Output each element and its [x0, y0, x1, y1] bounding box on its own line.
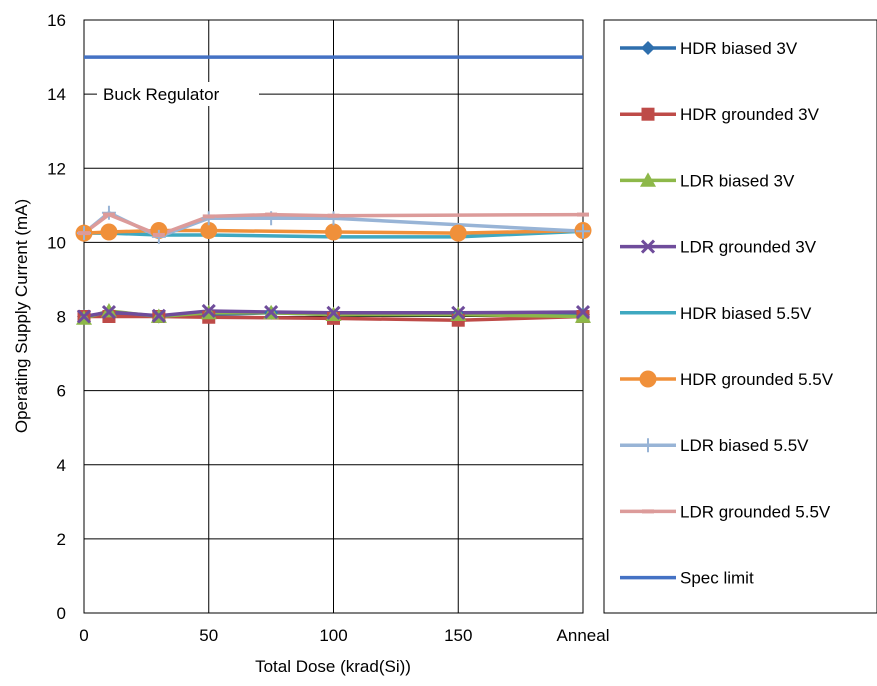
data-point-ldr-grounded-5-5v — [153, 233, 165, 237]
legend-label: Spec limit — [680, 569, 754, 588]
annotation-group: Buck Regulator — [97, 82, 259, 106]
legend-label: LDR biased 3V — [680, 171, 795, 190]
data-point-hdr-grounded-5-5v — [450, 225, 467, 242]
y-tick-label: 2 — [57, 530, 66, 549]
legend-label: LDR grounded 5.5V — [680, 502, 831, 521]
data-point-ldr-grounded-5-5v — [328, 214, 340, 218]
y-axis-label: Operating Supply Current (mA) — [12, 199, 31, 433]
legend-marker — [640, 371, 657, 388]
data-point-ldr-grounded-5-5v — [103, 213, 115, 217]
x-axis-label: Total Dose (krad(Si)) — [255, 657, 411, 676]
x-tick-labels: 0 50 100 150 Anneal — [79, 626, 609, 645]
legend: HDR biased 3V HDR grounded 3V LDR biased 3… — [604, 20, 877, 613]
legend-marker — [642, 108, 655, 121]
legend-item-hdr-grounded-5-5v: HDR grounded 5.5V — [620, 370, 834, 389]
legend-label: HDR grounded 3V — [680, 105, 820, 124]
x-tick-label: 0 — [79, 626, 88, 645]
data-point-ldr-grounded-5-5v — [78, 231, 90, 235]
data-point-ldr-grounded-5-5v — [577, 213, 589, 217]
y-tick-label: 10 — [47, 233, 66, 252]
y-tick-label: 6 — [57, 382, 66, 401]
y-tick-labels: 0 2 4 6 8 10 12 14 16 — [47, 11, 66, 623]
y-tick-label: 8 — [57, 308, 66, 327]
y-tick-label: 14 — [47, 85, 66, 104]
y-tick-label: 4 — [57, 456, 66, 475]
x-tick-label: 100 — [319, 626, 347, 645]
legend-label: LDR biased 5.5V — [680, 436, 809, 455]
buck-regulator-annotation: Buck Regulator — [103, 85, 220, 104]
data-point-ldr-grounded-5-5v — [203, 214, 215, 218]
y-tick-label: 12 — [47, 159, 66, 178]
x-tick-label: 50 — [199, 626, 218, 645]
data-point-ldr-biased-5-5v — [327, 211, 341, 225]
legend-label: HDR biased 3V — [680, 39, 798, 58]
legend-label: LDR grounded 3V — [680, 238, 817, 257]
data-point-ldr-grounded-5-5v — [265, 213, 277, 217]
legend-label: HDR biased 5.5V — [680, 304, 812, 323]
data-point-hdr-grounded-5-5v — [100, 223, 117, 240]
y-tick-label: 0 — [57, 604, 66, 623]
x-tick-label: Anneal — [557, 626, 610, 645]
legend-marker — [642, 509, 654, 513]
x-tick-label: 150 — [444, 626, 472, 645]
data-point-hdr-grounded-5-5v — [325, 223, 342, 240]
legend-label: HDR grounded 5.5V — [680, 370, 834, 389]
y-tick-label: 16 — [47, 11, 66, 30]
